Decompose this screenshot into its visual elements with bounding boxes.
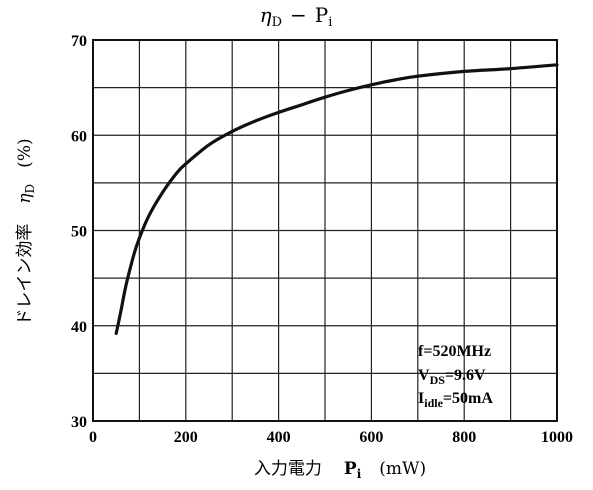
y-tick-label: 70	[71, 33, 87, 50]
x-tick-label: 400	[267, 429, 291, 446]
y-tick-label: 30	[71, 414, 87, 431]
x-axis-label: 入力電力 Pi (mW)	[254, 459, 426, 481]
x-tick-label: 1000	[541, 429, 573, 446]
condition-frequency: f=520MHz	[418, 343, 491, 360]
plot-frame	[92, 39, 558, 422]
y-tick-labels: 30 40 50 60 70	[71, 33, 87, 431]
efficiency-curve	[114, 63, 559, 335]
x-tick-labels: 0 200 400 600 800 1000	[89, 429, 573, 446]
condition-idle-current: Iidle=50mA	[418, 390, 493, 410]
grid-lines	[93, 40, 557, 421]
y-tick-label: 40	[71, 319, 87, 336]
x-tick-label: 0	[89, 429, 97, 446]
x-tick-label: 600	[359, 429, 383, 446]
y-tick-label: 60	[71, 128, 87, 145]
chart-title: ηD − Pi	[260, 3, 333, 30]
x-tick-label: 800	[452, 429, 476, 446]
y-axis-label: ドレイン効率ηD(%)	[15, 138, 37, 325]
x-tick-label: 200	[174, 429, 198, 446]
conditions-box: f=520MHz VDS=9.6V Iidle=50mA	[418, 343, 493, 410]
y-tick-label: 50	[71, 224, 87, 241]
condition-vds: VDS=9.6V	[418, 367, 486, 387]
